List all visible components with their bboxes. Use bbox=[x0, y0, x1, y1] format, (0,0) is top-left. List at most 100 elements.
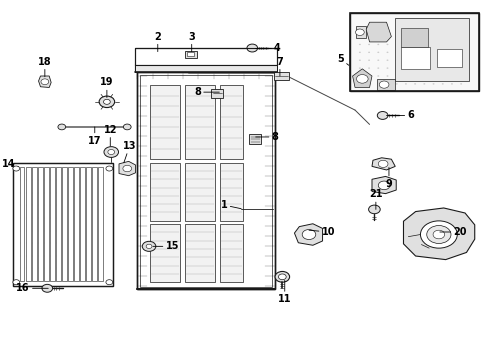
Circle shape bbox=[367, 44, 369, 45]
Circle shape bbox=[379, 81, 388, 88]
Circle shape bbox=[146, 244, 152, 248]
Circle shape bbox=[302, 229, 315, 239]
Circle shape bbox=[459, 44, 461, 45]
Bar bbox=[400, 28, 427, 47]
Bar bbox=[32, 167, 37, 281]
Circle shape bbox=[413, 36, 415, 37]
Circle shape bbox=[450, 67, 452, 69]
Circle shape bbox=[404, 59, 406, 61]
Circle shape bbox=[395, 51, 397, 53]
Circle shape bbox=[377, 75, 379, 77]
Circle shape bbox=[441, 67, 443, 69]
Text: 5: 5 bbox=[336, 54, 348, 65]
Bar bbox=[50, 167, 55, 281]
Bar bbox=[220, 85, 243, 159]
Circle shape bbox=[459, 67, 461, 69]
Circle shape bbox=[432, 28, 434, 30]
Circle shape bbox=[413, 59, 415, 61]
Circle shape bbox=[395, 67, 397, 69]
Polygon shape bbox=[119, 161, 135, 176]
Circle shape bbox=[423, 36, 425, 37]
Text: 14: 14 bbox=[2, 159, 18, 169]
Text: 6: 6 bbox=[386, 111, 413, 121]
Bar bbox=[98, 167, 103, 281]
Text: 4: 4 bbox=[255, 44, 280, 53]
Circle shape bbox=[386, 51, 387, 53]
Circle shape bbox=[368, 205, 380, 214]
Circle shape bbox=[459, 51, 461, 53]
Circle shape bbox=[395, 36, 397, 37]
Bar bbox=[38, 167, 42, 281]
Circle shape bbox=[459, 28, 461, 30]
Circle shape bbox=[432, 59, 434, 61]
Circle shape bbox=[450, 28, 452, 30]
Polygon shape bbox=[403, 208, 474, 260]
Circle shape bbox=[103, 99, 110, 104]
Circle shape bbox=[58, 124, 65, 130]
Bar bbox=[220, 224, 243, 282]
Circle shape bbox=[386, 59, 387, 61]
Bar bbox=[68, 167, 73, 281]
Circle shape bbox=[13, 280, 20, 285]
Text: 7: 7 bbox=[276, 57, 283, 76]
Bar bbox=[74, 167, 79, 281]
Circle shape bbox=[404, 75, 406, 77]
Circle shape bbox=[395, 59, 397, 61]
Circle shape bbox=[104, 147, 118, 157]
Circle shape bbox=[278, 274, 285, 280]
Circle shape bbox=[386, 67, 387, 69]
Text: 17: 17 bbox=[88, 127, 102, 145]
Circle shape bbox=[377, 67, 379, 69]
Circle shape bbox=[378, 181, 389, 190]
Bar bbox=[92, 167, 97, 281]
Circle shape bbox=[423, 83, 425, 85]
Circle shape bbox=[404, 44, 406, 45]
Circle shape bbox=[423, 75, 425, 77]
Bar bbox=[211, 89, 223, 98]
Circle shape bbox=[404, 36, 406, 37]
Circle shape bbox=[441, 44, 443, 45]
Circle shape bbox=[106, 166, 112, 171]
Circle shape bbox=[142, 241, 156, 251]
Bar bbox=[150, 224, 180, 282]
Circle shape bbox=[358, 28, 360, 30]
Polygon shape bbox=[366, 22, 390, 42]
Text: 20: 20 bbox=[439, 227, 466, 237]
Circle shape bbox=[377, 59, 379, 61]
Text: 10: 10 bbox=[308, 227, 334, 237]
Polygon shape bbox=[13, 163, 112, 286]
Circle shape bbox=[450, 83, 452, 85]
Circle shape bbox=[459, 75, 461, 77]
Circle shape bbox=[423, 59, 425, 61]
Circle shape bbox=[246, 44, 257, 52]
Text: 19: 19 bbox=[100, 77, 113, 98]
Circle shape bbox=[450, 36, 452, 37]
Polygon shape bbox=[394, 18, 468, 81]
Polygon shape bbox=[134, 48, 277, 64]
Circle shape bbox=[377, 28, 379, 30]
Bar bbox=[249, 134, 261, 144]
Circle shape bbox=[358, 59, 360, 61]
Circle shape bbox=[377, 112, 387, 120]
Circle shape bbox=[367, 83, 369, 85]
Polygon shape bbox=[134, 64, 277, 72]
Text: 12: 12 bbox=[103, 125, 117, 146]
Bar bbox=[437, 49, 461, 67]
Circle shape bbox=[386, 44, 387, 45]
Bar bbox=[184, 163, 215, 221]
Circle shape bbox=[41, 79, 49, 85]
Circle shape bbox=[106, 280, 112, 285]
Circle shape bbox=[413, 75, 415, 77]
Circle shape bbox=[432, 51, 434, 53]
Circle shape bbox=[432, 44, 434, 45]
Bar bbox=[86, 167, 91, 281]
Text: 18: 18 bbox=[38, 57, 52, 77]
Circle shape bbox=[356, 75, 367, 83]
Circle shape bbox=[450, 59, 452, 61]
Bar bbox=[150, 85, 180, 159]
Circle shape bbox=[355, 29, 364, 36]
Polygon shape bbox=[371, 158, 394, 170]
Circle shape bbox=[404, 83, 406, 85]
Bar bbox=[184, 224, 215, 282]
Text: 21: 21 bbox=[368, 189, 382, 210]
